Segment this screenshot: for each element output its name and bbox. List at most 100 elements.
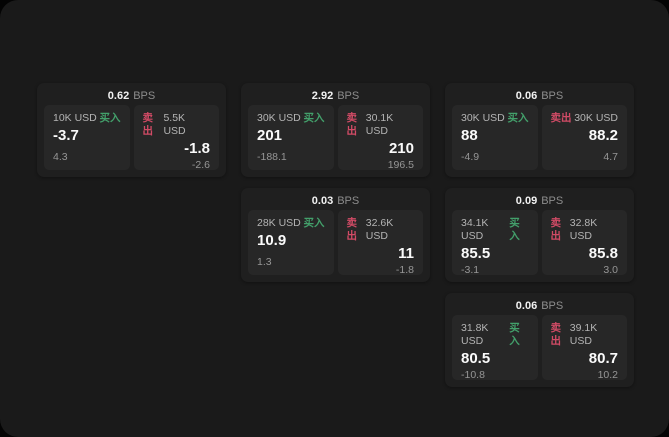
buy-panel[interactable]: 30K USD 买入 88 -4.9 <box>452 105 538 170</box>
bps-unit-label: BPS <box>541 90 564 102</box>
sell-price-value: 88.2 <box>588 127 618 144</box>
sell-order-size-label: 32.6K USD <box>365 217 394 242</box>
sell-order-size-label: 5.5K USD <box>163 112 186 137</box>
sell-sub-value: 196.5 <box>387 159 414 171</box>
buy-sell-panels: 30K USD 买入 88 -4.9 卖出 30K USD 88.2 4.7 <box>452 105 627 170</box>
sell-panel[interactable]: 卖出 30K USD 88.2 4.7 <box>541 105 627 170</box>
bps-spread-value: 0.06 <box>515 90 538 102</box>
bps-spread-value: 0.09 <box>515 195 538 207</box>
buy-sub-value: 4.3 <box>53 151 68 163</box>
sell-price-value: -1.8 <box>184 140 210 157</box>
buy-order-size-label: 34.1K USD <box>461 217 489 242</box>
sell-panel-header: 卖出 30.1K USD <box>347 112 415 138</box>
sell-panel[interactable]: 卖出 5.5K USD -1.8 -2.6 <box>133 105 219 171</box>
sell-panel[interactable]: 卖出 32.8K USD 85.8 3.0 <box>541 210 627 276</box>
sell-price-value: 80.7 <box>588 350 618 367</box>
bps-spread-value: 2.92 <box>311 90 334 102</box>
card-header: 0.62 BPS <box>44 88 219 105</box>
sell-order-size-label: 30K USD <box>574 112 618 124</box>
buy-panel-header: 10K USD 买入 <box>53 112 121 125</box>
buy-sell-panels: 10K USD 买入 -3.7 4.3 卖出 5.5K USD -1.8 -2.… <box>44 105 219 171</box>
bps-spread-value: 0.62 <box>107 90 130 102</box>
sell-price-value: 85.8 <box>588 245 618 262</box>
buy-price-value: 10.9 <box>257 232 287 249</box>
buy-tag: 买入 <box>303 217 325 229</box>
sell-tag: 卖出 <box>142 112 154 137</box>
buy-panel[interactable]: 34.1K USD 买入 85.5 -3.1 <box>452 210 538 276</box>
sell-panel-header: 卖出 39.1K USD <box>551 322 619 348</box>
buy-sub-value: -4.9 <box>461 151 480 163</box>
buy-price-value: 85.5 <box>461 245 491 262</box>
bps-spread-value: 0.03 <box>311 195 334 207</box>
buy-sell-panels: 31.8K USD 买入 80.5 -10.8 卖出 39.1K USD 80.… <box>452 315 627 381</box>
buy-sub-value: 1.3 <box>257 256 272 268</box>
sell-order-size-label: 32.8K USD <box>569 217 598 242</box>
buy-tag: 买入 <box>509 217 520 242</box>
buy-order-size-label: 30K USD <box>257 112 301 124</box>
bps-unit-label: BPS <box>337 195 360 207</box>
quote-card: 0.62 BPS 10K USD 买入 -3.7 4.3 卖出 5.5K USD… <box>37 83 226 177</box>
card-header: 0.03 BPS <box>248 193 423 210</box>
sell-order-size-label: 39.1K USD <box>569 322 598 347</box>
buy-order-size-label: 28K USD <box>257 217 301 229</box>
sell-panel-header: 卖出 32.8K USD <box>551 217 619 243</box>
buy-order-size-label: 10K USD <box>53 112 97 124</box>
buy-panel[interactable]: 28K USD 买入 10.9 1.3 <box>248 210 334 275</box>
buy-tag: 买入 <box>99 112 121 124</box>
card-header: 0.06 BPS <box>452 88 627 105</box>
buy-panel[interactable]: 31.8K USD 买入 80.5 -10.8 <box>452 315 538 381</box>
sell-panel-header: 卖出 5.5K USD <box>143 112 211 138</box>
buy-sub-value: -188.1 <box>257 151 287 163</box>
sell-sub-value: -2.6 <box>191 159 210 171</box>
buy-order-size-label: 30K USD <box>461 112 505 124</box>
sell-tag: 卖出 <box>346 217 358 242</box>
buy-sub-value: -10.8 <box>461 369 485 381</box>
quote-card: 0.03 BPS 28K USD 买入 10.9 1.3 卖出 32.6K US… <box>241 188 430 282</box>
buy-price-value: 88 <box>461 127 478 144</box>
buy-price-value: 201 <box>257 127 283 144</box>
sell-price-value: 11 <box>398 245 414 262</box>
sell-panel[interactable]: 卖出 30.1K USD 210 196.5 <box>337 105 423 171</box>
bps-unit-label: BPS <box>541 300 564 312</box>
sell-tag: 卖出 <box>550 217 562 242</box>
sell-sub-value: 4.7 <box>603 151 618 163</box>
sell-tag: 卖出 <box>550 112 572 124</box>
sell-tag: 卖出 <box>550 322 562 347</box>
sell-sub-value: 3.0 <box>603 264 618 276</box>
buy-tag: 买入 <box>509 322 520 347</box>
buy-panel-header: 31.8K USD 买入 <box>461 322 529 348</box>
buy-tag: 买入 <box>303 112 325 124</box>
sell-tag: 卖出 <box>346 112 358 137</box>
buy-panel[interactable]: 30K USD 买入 201 -188.1 <box>248 105 334 170</box>
bps-unit-label: BPS <box>541 195 564 207</box>
quote-card: 0.06 BPS 31.8K USD 买入 80.5 -10.8 卖出 39.1… <box>445 293 634 387</box>
sell-order-size-label: 30.1K USD <box>365 112 394 137</box>
quote-card: 0.09 BPS 34.1K USD 买入 85.5 -3.1 卖出 32.8K… <box>445 188 634 282</box>
sell-panel[interactable]: 卖出 39.1K USD 80.7 10.2 <box>541 315 627 381</box>
sell-price-value: 210 <box>388 140 414 157</box>
buy-sell-panels: 34.1K USD 买入 85.5 -3.1 卖出 32.8K USD 85.8… <box>452 210 627 276</box>
buy-panel-header: 30K USD 买入 <box>257 112 325 125</box>
buy-panel-header: 34.1K USD 买入 <box>461 217 529 243</box>
buy-panel[interactable]: 10K USD 买入 -3.7 4.3 <box>44 105 130 170</box>
sell-sub-value: -1.8 <box>395 264 414 276</box>
bps-unit-label: BPS <box>133 90 156 102</box>
card-header: 2.92 BPS <box>248 88 423 105</box>
buy-panel-header: 28K USD 买入 <box>257 217 325 230</box>
buy-panel-header: 30K USD 买入 <box>461 112 529 125</box>
buy-sell-panels: 30K USD 买入 201 -188.1 卖出 30.1K USD 210 1… <box>248 105 423 171</box>
card-header: 0.09 BPS <box>452 193 627 210</box>
bps-spread-value: 0.06 <box>515 300 538 312</box>
card-header: 0.06 BPS <box>452 298 627 315</box>
buy-sub-value: -3.1 <box>461 264 480 276</box>
sell-panel[interactable]: 卖出 32.6K USD 11 -1.8 <box>337 210 423 276</box>
quote-card: 2.92 BPS 30K USD 买入 201 -188.1 卖出 30.1K … <box>241 83 430 177</box>
quote-card: 0.06 BPS 30K USD 买入 88 -4.9 卖出 30K USD 8… <box>445 83 634 177</box>
buy-tag: 买入 <box>507 112 529 124</box>
bps-unit-label: BPS <box>337 90 360 102</box>
sell-panel-header: 卖出 30K USD <box>551 112 619 125</box>
buy-order-size-label: 31.8K USD <box>461 322 489 347</box>
buy-sell-panels: 28K USD 买入 10.9 1.3 卖出 32.6K USD 11 -1.8 <box>248 210 423 276</box>
sell-sub-value: 10.2 <box>597 369 618 381</box>
